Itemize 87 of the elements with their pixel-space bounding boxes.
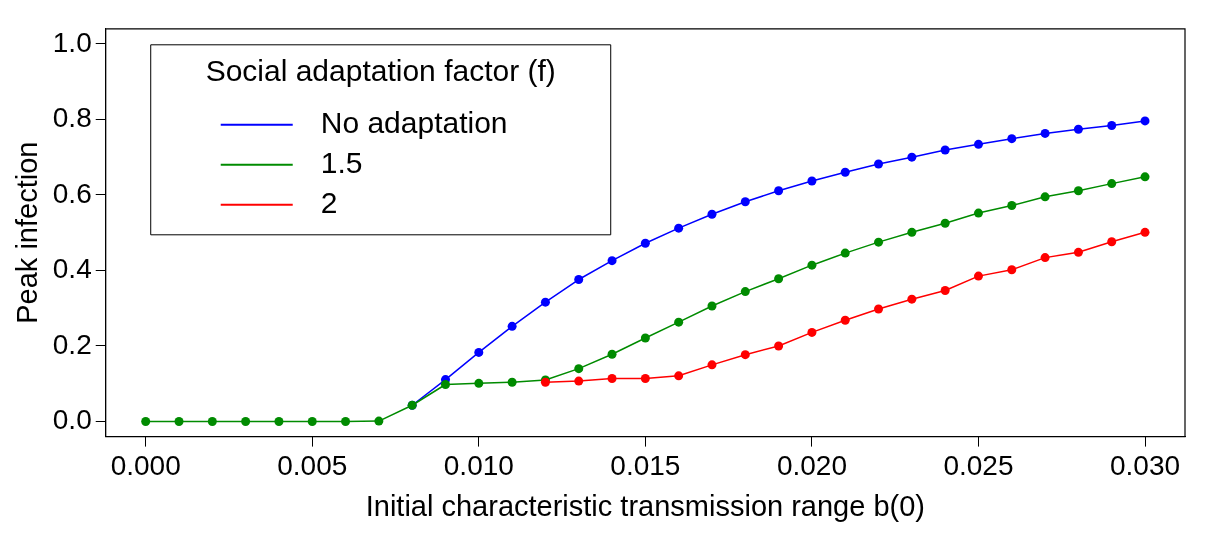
point: [774, 341, 784, 351]
point: [1040, 128, 1050, 138]
point: [1107, 237, 1117, 247]
point: [1140, 227, 1150, 237]
point: [774, 186, 784, 196]
point: [607, 349, 617, 359]
point: [1140, 116, 1150, 126]
y-tick-label: 1.0: [52, 26, 92, 58]
y-tick-label: 0.4: [52, 253, 92, 285]
point: [874, 159, 884, 169]
point: [973, 139, 983, 149]
point: [274, 417, 284, 426]
y-tick-label: 0.2: [52, 328, 92, 360]
point: [474, 347, 484, 357]
x-tick-label: 0.015: [610, 450, 681, 482]
y-tick-label: 0.8: [52, 102, 92, 134]
point: [907, 152, 917, 162]
x-tick-label: 0.030: [1109, 450, 1181, 482]
point: [907, 294, 917, 304]
point: [574, 275, 584, 285]
point: [1073, 247, 1083, 257]
point: [807, 176, 817, 186]
point: [441, 379, 450, 389]
legend-title: Social adaptation factor (f): [205, 54, 556, 88]
point: [674, 371, 684, 381]
x-axis-title: Initial characteristic transmission range b(0): [365, 489, 925, 522]
point: [241, 417, 251, 426]
x-tick-label: 0.020: [776, 450, 847, 482]
point: [707, 360, 717, 370]
point: [940, 145, 950, 155]
point: [740, 197, 750, 207]
point: [840, 248, 850, 258]
point: [207, 417, 217, 426]
point: [940, 218, 950, 228]
x-tick-label: 0.000: [110, 450, 181, 482]
point: [807, 327, 817, 337]
point: [740, 287, 750, 297]
point: [174, 417, 184, 426]
point: [774, 274, 784, 284]
x-tick-label: 0.025: [943, 450, 1014, 482]
point: [874, 237, 884, 247]
point: [540, 297, 550, 307]
point: [1140, 172, 1150, 182]
point: [740, 350, 750, 360]
point: [507, 321, 517, 331]
point: [840, 167, 850, 177]
legend-label: No adaptation: [320, 106, 508, 140]
y-axis-title: Peak infection: [11, 141, 44, 324]
point: [707, 209, 717, 219]
point: [907, 227, 917, 237]
point: [1007, 201, 1017, 211]
point: [674, 223, 684, 233]
point: [1107, 120, 1117, 130]
x-tick-label: 0.010: [443, 450, 514, 482]
point: [307, 417, 317, 426]
point: [1107, 179, 1117, 189]
y-tick-label: 0.0: [52, 404, 92, 436]
point: [674, 317, 684, 327]
point: [973, 271, 983, 281]
point: [1040, 192, 1050, 202]
point: [640, 238, 650, 248]
point: [474, 378, 484, 388]
point: [1073, 124, 1083, 134]
point: [973, 208, 983, 218]
point: [940, 285, 950, 295]
point: [1007, 265, 1017, 275]
point: [341, 417, 351, 426]
y-tick-label: 0.6: [52, 177, 92, 209]
point: [874, 304, 884, 314]
point: [607, 256, 617, 266]
x-tick-label: 0.005: [277, 450, 348, 482]
point: [141, 417, 151, 426]
point: [640, 373, 650, 383]
point: [640, 333, 650, 343]
point: [707, 301, 717, 311]
point: [574, 376, 584, 386]
point: [574, 364, 584, 374]
point: [607, 373, 617, 383]
point: [374, 416, 384, 426]
point: [1007, 134, 1017, 144]
point: [507, 377, 517, 387]
point: [807, 260, 817, 270]
point: [840, 315, 850, 325]
legend-label: 1.5: [320, 146, 363, 180]
legend-label: 2: [320, 186, 338, 220]
point: [1073, 186, 1083, 196]
point: [1040, 253, 1050, 263]
